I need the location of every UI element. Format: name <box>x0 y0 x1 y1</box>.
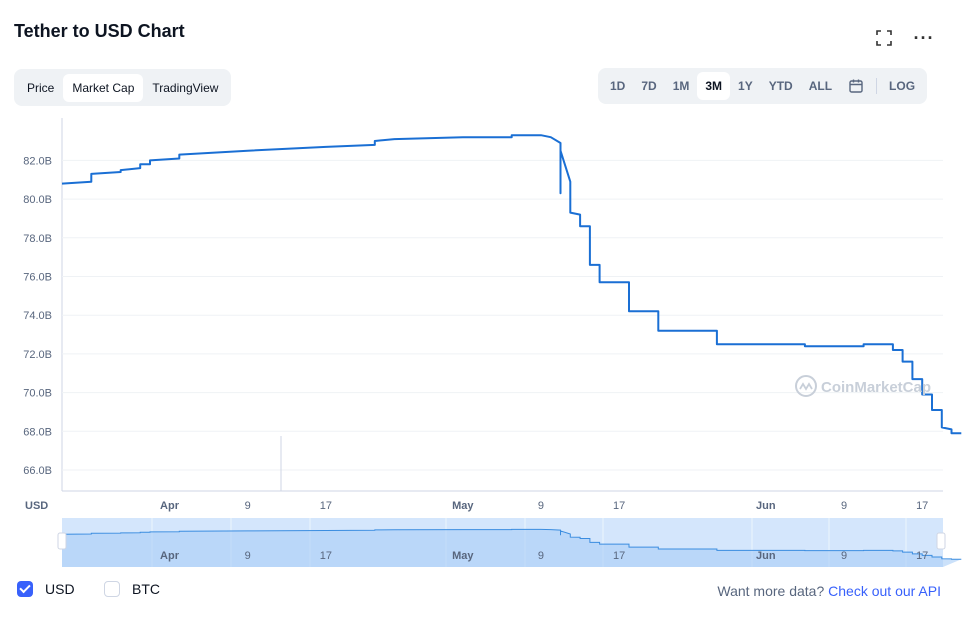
watermark-text: CoinMarketCap <box>821 379 931 396</box>
usd-checkbox[interactable] <box>17 581 33 597</box>
legend-btc-label: BTC <box>132 581 160 597</box>
range-1y[interactable]: 1Y <box>738 79 753 93</box>
y-tick-label: 82.0B <box>23 155 52 167</box>
range-1d[interactable]: 1D <box>610 79 626 93</box>
tab-price[interactable]: Price <box>27 80 55 95</box>
x-tick-label: 9 <box>538 500 544 512</box>
x-tick-label: Jun <box>756 500 776 512</box>
range-1m[interactable]: 1M <box>672 79 690 93</box>
y-axis-title: USD <box>25 500 48 512</box>
x-tick-label: 17 <box>916 500 928 512</box>
navigator-tick-label: May <box>452 550 474 562</box>
usd-series-line <box>61 134 962 435</box>
log-toggle[interactable]: LOG <box>889 79 916 93</box>
divider <box>876 78 878 94</box>
navigator-tick-label: Jun <box>756 550 776 562</box>
api-link[interactable]: Check out our API <box>828 583 941 599</box>
x-tick-label: Apr <box>160 500 180 512</box>
more-data-text: Want more data? Check out our API <box>717 583 941 599</box>
range-ytd[interactable]: YTD <box>768 79 793 93</box>
tab-tradingview[interactable]: TradingView <box>152 80 219 95</box>
y-tick-label: 74.0B <box>23 310 52 322</box>
range-tabs: 1D 7D 1M 3M 1Y YTD ALL LOG <box>598 68 928 104</box>
view-tabs: Price Market Cap TradingView <box>14 69 232 106</box>
navigator-left-handle[interactable] <box>57 532 67 550</box>
legend-usd[interactable]: USD <box>17 581 75 597</box>
grid-lines <box>61 118 943 492</box>
y-axis-ticks: 66.0B 68.0B 70.0B 72.0B 74.0B 76.0B 78.0B 80.0B… <box>23 155 52 512</box>
more-data-prefix: Want more data? <box>717 583 825 599</box>
x-axis-ticks: Apr 9 17 May 9 17 Jun 9 17 <box>160 500 928 512</box>
navigator-window <box>62 518 943 567</box>
x-tick-label: 9 <box>245 500 251 512</box>
navigator-tick-label: 9 <box>841 550 847 562</box>
navigator-tick-label: 17 <box>613 550 625 562</box>
navigator: Apr 9 17 May 9 17 Jun 9 17 <box>57 518 962 567</box>
x-tick-label: 17 <box>320 500 332 512</box>
tab-market-cap[interactable]: Market Cap <box>63 73 144 102</box>
x-tick-label: 17 <box>613 500 625 512</box>
navigator-line <box>61 528 962 560</box>
navigator-right-handle[interactable] <box>936 532 946 550</box>
btc-checkbox[interactable] <box>104 581 120 597</box>
y-tick-label: 78.0B <box>23 233 52 245</box>
fullscreen-icon[interactable] <box>873 27 895 49</box>
y-tick-label: 72.0B <box>23 349 52 361</box>
legend-btc[interactable]: BTC <box>104 581 160 597</box>
y-tick-label: 68.0B <box>23 426 52 438</box>
range-3m[interactable]: 3M <box>697 72 731 100</box>
y-tick-label: 70.0B <box>23 388 52 400</box>
y-tick-label: 76.0B <box>23 272 52 284</box>
series-group <box>61 134 962 435</box>
y-tick-label: 66.0B <box>23 465 52 477</box>
navigator-tick-label: 9 <box>245 550 251 562</box>
page-title: Tether to USD Chart <box>14 21 185 41</box>
range-7d[interactable]: 7D <box>641 79 657 93</box>
navigator-tick-label: 9 <box>538 550 544 562</box>
x-tick-label: 9 <box>841 500 847 512</box>
legend-usd-label: USD <box>45 581 75 597</box>
watermark-logo-mark <box>799 382 813 391</box>
watermark: CoinMarketCap <box>795 375 931 397</box>
navigator-area <box>62 529 962 567</box>
calendar-icon[interactable] <box>840 72 872 100</box>
navigator-tick-label: 17 <box>916 550 928 562</box>
more-horizontal-icon[interactable]: ··· <box>913 28 935 48</box>
y-tick-label: 80.0B <box>23 194 52 206</box>
watermark-logo <box>795 375 817 397</box>
navigator-tick-label: Apr <box>160 550 180 562</box>
x-tick-label: May <box>452 500 474 512</box>
range-all[interactable]: ALL <box>808 79 833 93</box>
navigator-tick-label: 17 <box>320 550 332 562</box>
